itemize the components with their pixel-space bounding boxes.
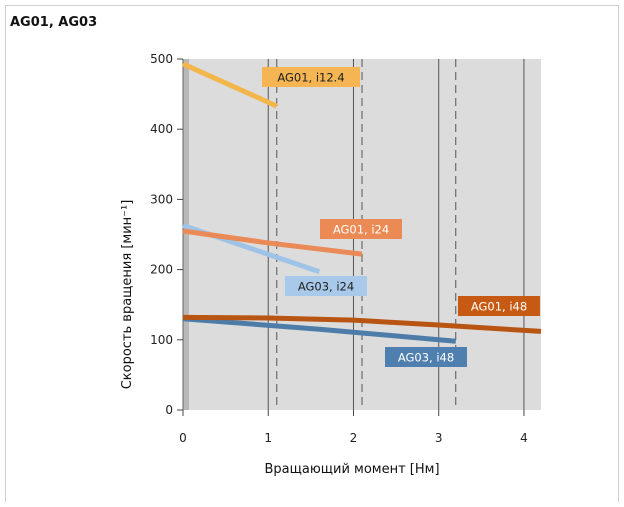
series-tag-bg-4 [458, 296, 540, 316]
series-line-3 [182, 316, 456, 344]
y-tick-label-3: 300 [150, 192, 173, 206]
series-tag-label-2: AG01, i24 [333, 223, 389, 237]
y-axis-label: Скорость вращения [мин⁻¹] [120, 200, 135, 390]
series-line-0 [181, 61, 278, 109]
series-tag-label-3: AG03, i48 [398, 351, 454, 365]
series-tag-label-0: AG01, i12.4 [277, 71, 344, 85]
y-tick-label-5: 500 [150, 52, 173, 66]
y-tick-label-1: 100 [150, 333, 173, 347]
x-axis-label: Вращающий момент [Нм] [264, 462, 439, 477]
series-tag-bg-2 [320, 219, 402, 239]
plot-left-band [183, 59, 189, 410]
series-tag-bg-1 [285, 276, 367, 296]
series-tag-label-4: AG01, i48 [471, 300, 527, 314]
x-tick-label-3: 3 [435, 431, 443, 445]
series-tag-label-1: AG03, i24 [298, 280, 354, 294]
series-line-4 [182, 314, 542, 334]
x-tick-label-1: 1 [264, 431, 272, 445]
x-tick-label-0: 0 [179, 431, 187, 445]
x-tick-label-2: 2 [350, 431, 358, 445]
x-tick-label-4: 4 [520, 431, 528, 445]
y-tick-label-4: 400 [150, 122, 173, 136]
series-tag-bg-0 [262, 67, 360, 87]
y-tick-label-0: 0 [165, 403, 173, 417]
chart-frame [5, 5, 619, 502]
series-tag-bg-3 [385, 347, 467, 367]
y-tick-label-2: 200 [150, 263, 173, 277]
chart-title: AG01, AG03 [10, 15, 98, 30]
series-line-2 [182, 228, 363, 257]
